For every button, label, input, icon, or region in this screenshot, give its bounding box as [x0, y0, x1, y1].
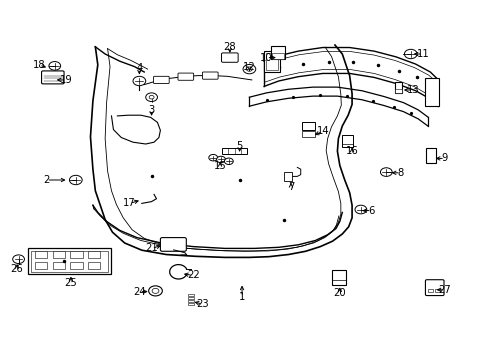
- Bar: [265, 53, 277, 70]
- Text: 6: 6: [367, 206, 374, 216]
- Bar: [302, 131, 314, 137]
- Text: 24: 24: [133, 287, 145, 297]
- Circle shape: [246, 67, 252, 71]
- FancyBboxPatch shape: [160, 238, 186, 251]
- Bar: [342, 135, 352, 147]
- Bar: [188, 294, 194, 296]
- FancyBboxPatch shape: [153, 76, 169, 84]
- Bar: [222, 148, 246, 154]
- Text: 8: 8: [397, 168, 403, 178]
- Text: 14: 14: [316, 126, 328, 136]
- Circle shape: [149, 95, 154, 99]
- Circle shape: [145, 93, 157, 102]
- Circle shape: [148, 286, 162, 296]
- Circle shape: [216, 156, 225, 163]
- Text: 19: 19: [60, 75, 72, 85]
- Text: 16: 16: [345, 146, 358, 156]
- Circle shape: [224, 158, 233, 165]
- Circle shape: [208, 154, 217, 161]
- Bar: [394, 82, 402, 93]
- Bar: [88, 262, 100, 269]
- Bar: [271, 46, 285, 59]
- Bar: [31, 251, 107, 272]
- Text: 1: 1: [238, 292, 245, 302]
- Bar: [427, 289, 432, 292]
- Bar: [283, 172, 292, 181]
- Text: 10: 10: [260, 53, 272, 63]
- Circle shape: [152, 288, 159, 293]
- Bar: [70, 251, 82, 258]
- FancyBboxPatch shape: [202, 72, 218, 79]
- Bar: [302, 122, 314, 130]
- Text: 28: 28: [223, 42, 236, 52]
- Bar: [188, 300, 194, 302]
- Text: 4: 4: [136, 63, 142, 73]
- Text: 23: 23: [196, 299, 209, 309]
- Text: 25: 25: [64, 278, 77, 288]
- FancyBboxPatch shape: [41, 71, 64, 84]
- Bar: [28, 248, 110, 274]
- Bar: [53, 251, 65, 258]
- Circle shape: [354, 205, 366, 214]
- FancyBboxPatch shape: [221, 53, 238, 62]
- Text: 26: 26: [11, 264, 23, 274]
- FancyBboxPatch shape: [178, 73, 193, 80]
- Text: 13: 13: [406, 85, 419, 95]
- Text: 22: 22: [186, 270, 199, 280]
- Circle shape: [380, 168, 391, 176]
- Text: 7: 7: [287, 182, 294, 192]
- Bar: [188, 303, 194, 305]
- Bar: [53, 262, 65, 269]
- Bar: [88, 251, 100, 258]
- Text: 17: 17: [123, 198, 136, 208]
- Circle shape: [404, 49, 416, 59]
- Text: 2: 2: [43, 175, 50, 185]
- Bar: [425, 78, 438, 106]
- Text: 5: 5: [236, 141, 243, 151]
- Bar: [70, 262, 82, 269]
- Circle shape: [49, 62, 61, 70]
- Bar: [272, 53, 284, 59]
- Text: 15: 15: [213, 161, 226, 171]
- Bar: [394, 89, 402, 93]
- Text: 18: 18: [33, 60, 45, 70]
- Circle shape: [69, 175, 82, 185]
- Bar: [188, 297, 194, 299]
- Circle shape: [243, 64, 255, 74]
- Bar: [264, 51, 279, 72]
- Bar: [331, 270, 346, 285]
- Text: 20: 20: [333, 288, 346, 298]
- Text: 21: 21: [145, 243, 158, 253]
- Text: 9: 9: [441, 153, 447, 163]
- Bar: [426, 148, 435, 163]
- Circle shape: [13, 255, 24, 264]
- Text: 27: 27: [438, 285, 450, 295]
- Text: 11: 11: [416, 49, 428, 59]
- Bar: [434, 289, 439, 292]
- Bar: [35, 251, 47, 258]
- Text: 12: 12: [243, 62, 255, 72]
- Bar: [35, 262, 47, 269]
- Circle shape: [133, 76, 145, 86]
- Text: 3: 3: [148, 105, 154, 115]
- FancyBboxPatch shape: [425, 280, 443, 296]
